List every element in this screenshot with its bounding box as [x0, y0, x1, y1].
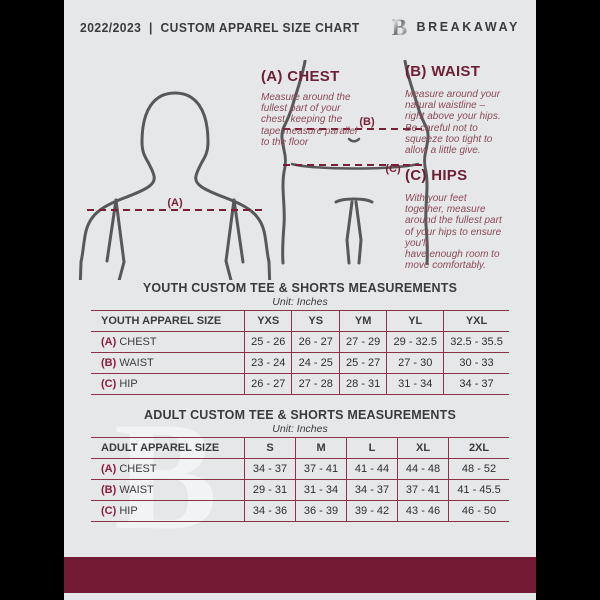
svg-text:(C): (C) — [385, 163, 401, 175]
svg-text:(A): (A) — [167, 197, 183, 209]
svg-text:B: B — [392, 15, 408, 40]
